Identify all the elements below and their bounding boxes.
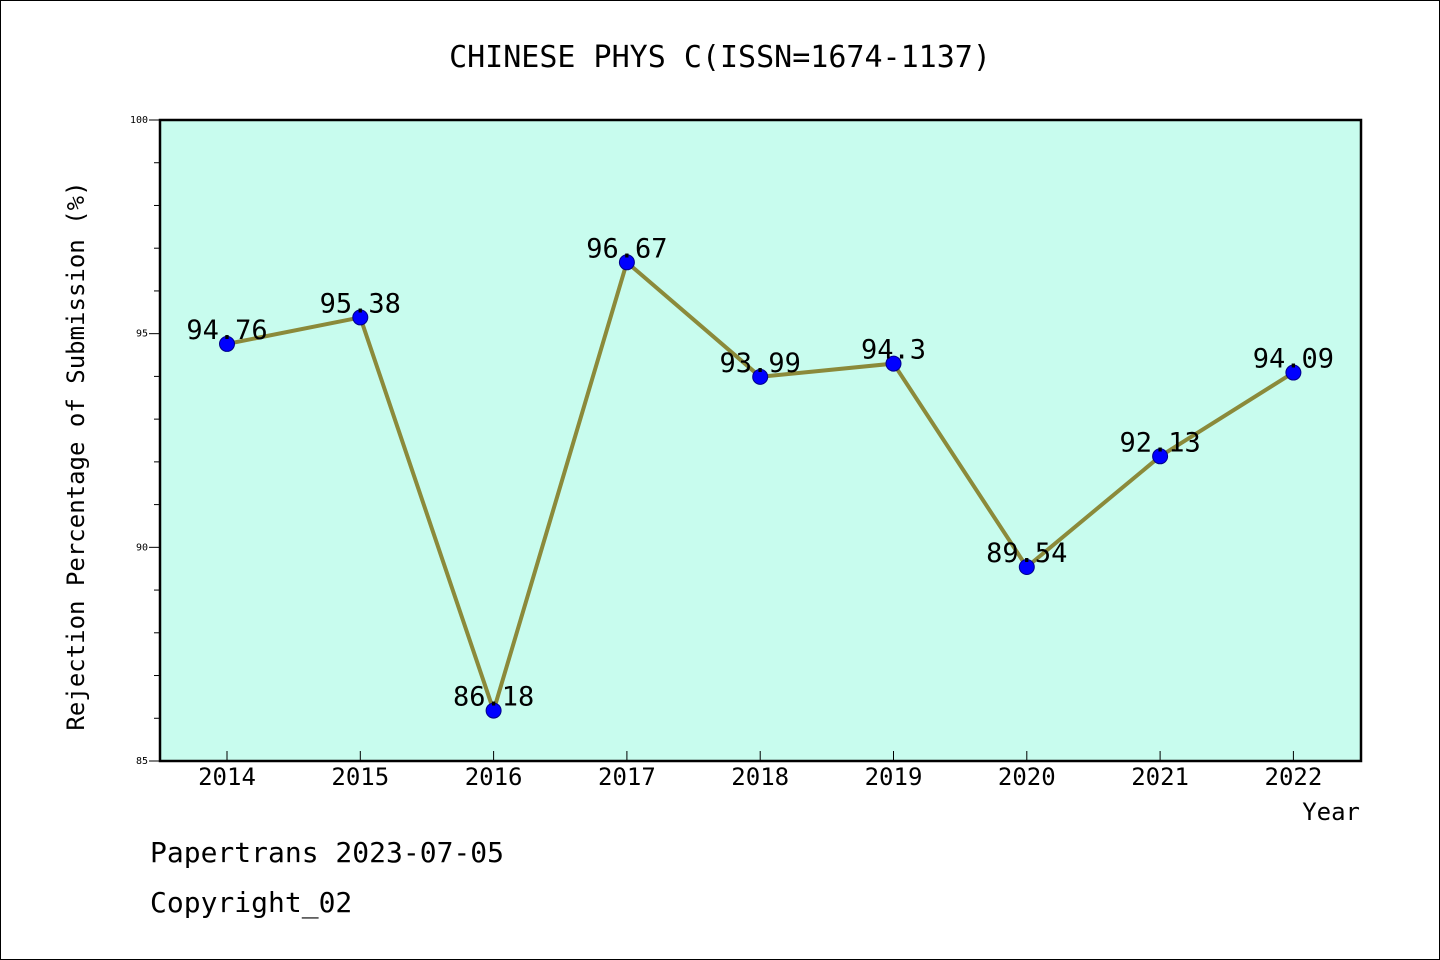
y-tick-label: 90 xyxy=(136,542,148,553)
y-tick-label: 100 xyxy=(130,115,148,126)
data-point xyxy=(885,355,902,372)
data-label: 96.67 xyxy=(586,233,667,264)
data-label: 89.54 xyxy=(986,538,1067,569)
x-axis-label: Year xyxy=(1302,798,1360,826)
footer-copyright: Copyright_02 xyxy=(150,886,353,919)
data-point xyxy=(219,335,235,352)
data-label: 94.09 xyxy=(1253,344,1334,375)
x-tick-label: 2016 xyxy=(465,763,523,791)
data-point xyxy=(352,309,369,326)
footer-date: Papertrans 2023-07-05 xyxy=(150,836,505,869)
x-tick-label: 2014 xyxy=(198,763,256,791)
x-tick-label: 2020 xyxy=(998,763,1056,791)
x-tick-label: 2018 xyxy=(731,763,789,791)
data-point xyxy=(485,702,502,719)
y-axis-ticks: 85 90 95 100 xyxy=(130,115,160,767)
x-tick-label: 2021 xyxy=(1131,763,1189,791)
data-label: 94.3 xyxy=(861,335,926,366)
x-tick-label: 2022 xyxy=(1265,763,1323,791)
data-point xyxy=(1152,448,1169,465)
y-tick-label: 95 xyxy=(136,329,148,340)
data-point xyxy=(752,368,769,385)
data-point xyxy=(1285,364,1302,381)
data-label: 94.76 xyxy=(186,315,267,346)
series-layer: 94.76 95.38 86.18 96.67 93.99 94.3 89.54 92.13 9… xyxy=(186,233,1334,719)
y-tick-label: 85 xyxy=(136,756,148,767)
plot-area xyxy=(158,118,1363,763)
data-label: 95.38 xyxy=(320,288,401,319)
data-label: 93.99 xyxy=(720,348,801,379)
x-tick-label: 2015 xyxy=(331,763,389,791)
data-label: 86.18 xyxy=(453,682,534,713)
y-axis-label: Rejection Percentage of Submission (%) xyxy=(62,181,90,730)
chart-title: CHINESE PHYS C(ISSN=1674-1137) xyxy=(449,40,991,75)
x-tick-label: 2019 xyxy=(865,763,923,791)
x-axis-ticks: 2014 2015 2016 2017 2018 2019 2020 2021 2022 xyxy=(198,751,1322,791)
data-label: 92.13 xyxy=(1119,427,1200,458)
x-tick-label: 2017 xyxy=(598,763,656,791)
data-point xyxy=(1018,558,1035,575)
data-point xyxy=(618,254,635,271)
